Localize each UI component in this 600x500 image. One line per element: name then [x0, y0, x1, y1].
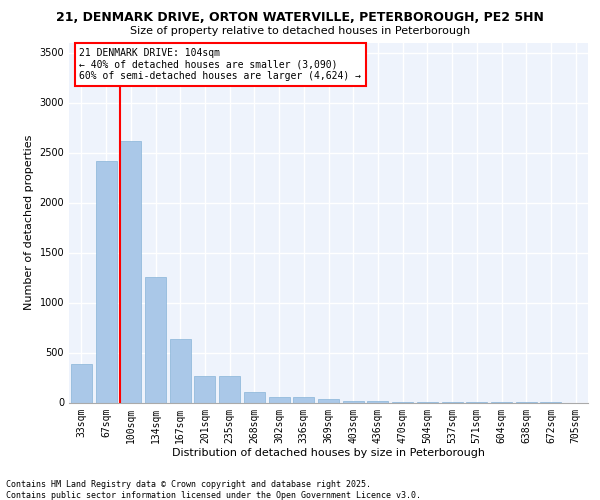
Bar	[170, 338, 191, 402]
Bar	[318, 399, 339, 402]
Text: 21, DENMARK DRIVE, ORTON WATERVILLE, PETERBOROUGH, PE2 5HN: 21, DENMARK DRIVE, ORTON WATERVILLE, PET…	[56, 11, 544, 24]
Bar	[293, 397, 314, 402]
Bar	[95, 160, 116, 402]
Text: Contains HM Land Registry data © Crown copyright and database right 2025.
Contai: Contains HM Land Registry data © Crown c…	[6, 480, 421, 500]
Y-axis label: Number of detached properties: Number of detached properties	[24, 135, 34, 310]
Bar	[367, 401, 388, 402]
Bar	[269, 396, 290, 402]
Bar	[120, 140, 141, 402]
Bar	[145, 276, 166, 402]
Text: 21 DENMARK DRIVE: 104sqm
← 40% of detached houses are smaller (3,090)
60% of sem: 21 DENMARK DRIVE: 104sqm ← 40% of detach…	[79, 48, 361, 81]
X-axis label: Distribution of detached houses by size in Peterborough: Distribution of detached houses by size …	[172, 448, 485, 458]
Text: Size of property relative to detached houses in Peterborough: Size of property relative to detached ho…	[130, 26, 470, 36]
Bar	[219, 376, 240, 402]
Bar	[71, 364, 92, 403]
Bar	[343, 400, 364, 402]
Bar	[244, 392, 265, 402]
Bar	[194, 376, 215, 402]
